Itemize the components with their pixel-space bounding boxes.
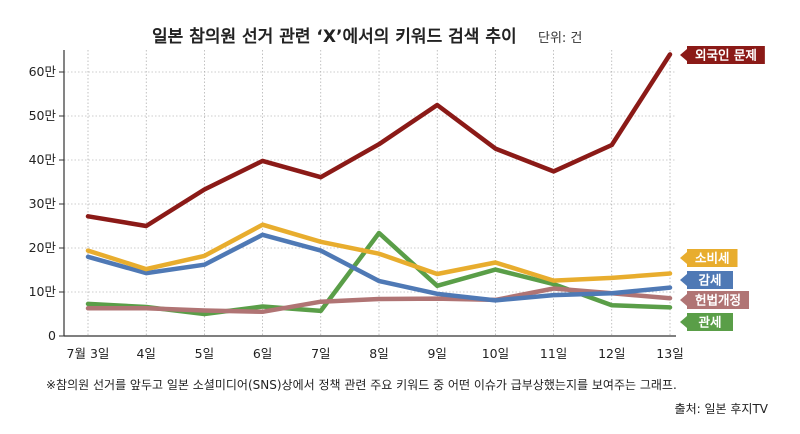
x-tick-label: 12일 xyxy=(598,346,625,361)
series-line-헌법개정 xyxy=(85,286,673,315)
series-line-소비세 xyxy=(85,222,673,283)
series-label-pointer xyxy=(680,274,687,286)
series-line-관세 xyxy=(85,230,673,317)
x-tick-label: 8일 xyxy=(369,346,388,361)
x-tick-label: 5일 xyxy=(195,346,214,361)
y-tick-label: 40만 xyxy=(29,152,57,167)
series-line-외국인 문제 xyxy=(85,52,673,229)
series-lines xyxy=(85,52,673,317)
x-tick-label: 7일 xyxy=(311,346,330,361)
footnote: ※참의원 선거를 앞두고 일본 소셜미디어(SNS)상에서 정책 관련 주요 키… xyxy=(46,377,677,392)
x-tick-label: 10일 xyxy=(482,346,509,361)
axes xyxy=(59,50,676,337)
x-tick-label: 9일 xyxy=(427,346,446,361)
x-tick-label: 11일 xyxy=(540,346,567,361)
y-tick-label: 0 xyxy=(48,328,56,343)
y-axis-ticks: 0 10만 20만 30만 40만 50만 60만 xyxy=(29,64,57,343)
x-tick-label: 13일 xyxy=(656,346,683,361)
x-tick-label: 6일 xyxy=(253,346,272,361)
series-label-text: 소비세 xyxy=(695,251,730,266)
chart-unit: 단위: 건 xyxy=(538,31,582,46)
y-tick-label: 30만 xyxy=(29,196,57,211)
series-label-text: 헌법개정 xyxy=(695,293,741,308)
x-tick-label: 7월 3일 xyxy=(67,346,110,361)
x-tick-label: 4일 xyxy=(136,346,155,361)
y-tick-label: 20만 xyxy=(29,240,57,255)
y-tick-label: 10만 xyxy=(29,284,57,299)
series-label-box xyxy=(687,271,733,289)
series-label-pointer xyxy=(680,316,687,328)
source: 출처: 일본 후지TV xyxy=(675,402,769,416)
series-label-text: 관세 xyxy=(698,315,721,330)
series-label-box xyxy=(687,46,765,64)
series-label-text: 감세 xyxy=(698,273,721,288)
chart-title: 일본 참의원 선거 관련 ‘X’에서의 키워드 검색 추이 xyxy=(152,26,517,47)
series-label-pointer xyxy=(680,252,687,264)
x-axis-ticks: 7월 3일 4일 5일 6일 7일 8일 9일 10일 11일 12일 13일 xyxy=(67,346,684,361)
series-label-box xyxy=(687,313,733,331)
y-tick-label: 60만 xyxy=(29,64,57,79)
series-label-pointer xyxy=(680,49,687,61)
y-tick-label: 50만 xyxy=(29,108,57,123)
series-label-pointer xyxy=(680,294,687,306)
series-label-box xyxy=(687,291,750,309)
series-label-box xyxy=(687,249,738,267)
series-line-감세 xyxy=(85,232,673,303)
series-label-text: 외국인 문제 xyxy=(695,48,757,63)
